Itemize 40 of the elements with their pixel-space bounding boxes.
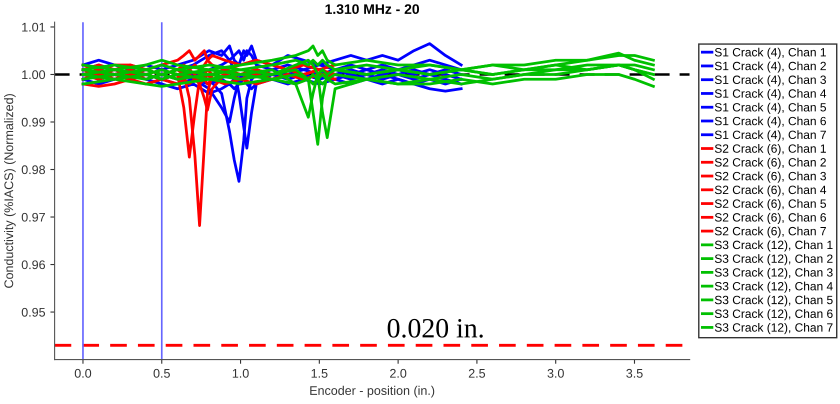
x-tick-label: 2.5 xyxy=(468,368,486,378)
legend-label: S3 Crack (12), Chan 2 xyxy=(714,254,833,266)
legend-label: S3 Crack (12), Chan 1 xyxy=(714,240,833,252)
legend-label: S3 Crack (12), Chan 5 xyxy=(714,295,833,307)
legend-label: S3 Crack (12), Chan 6 xyxy=(714,309,833,320)
y-tick-label: 0.96 xyxy=(22,260,46,270)
chart-title: 1.310 MHz - 20 xyxy=(326,4,420,14)
y-tick-label: 0.99 xyxy=(22,118,45,127)
legend-label: S3 Crack (12), Chan 7 xyxy=(714,322,833,334)
legend-label: S2 Crack (6), Chan 1 xyxy=(714,144,826,156)
x-tick-label: 3.0 xyxy=(547,368,564,378)
legend-label: S1 Crack (4), Chan 5 xyxy=(714,102,826,114)
legend-label: S2 Crack (6), Chan 5 xyxy=(714,199,826,210)
legend-label: S2 Crack (6), Chan 2 xyxy=(714,158,826,169)
y-tick-label: 0.97 xyxy=(22,212,45,222)
y-axis-title: Conductivity (%IACS) (Normalized) xyxy=(4,94,16,288)
x-tick-label: 3.5 xyxy=(626,368,643,378)
legend-label: S1 Crack (4), Chan 2 xyxy=(714,61,826,73)
legend-label: S3 Crack (12), Chan 4 xyxy=(714,282,833,293)
legend-label: S2 Crack (6), Chan 7 xyxy=(714,226,826,238)
ref-line-label: 0.020 in. xyxy=(388,318,483,338)
x-tick-label: 0.0 xyxy=(74,368,92,378)
legend-label: S3 Crack (12), Chan 3 xyxy=(714,268,833,280)
legend-label: S1 Crack (4), Chan 6 xyxy=(714,116,826,128)
x-tick-label: 1.0 xyxy=(232,368,249,378)
y-tick-label: 0.95 xyxy=(22,308,46,317)
legend-label: S1 Crack (4), Chan 4 xyxy=(714,88,826,100)
y-tick-label: 1.00 xyxy=(22,70,46,80)
x-axis-title: Encoder - position (in.) xyxy=(310,386,434,398)
legend-label: S1 Crack (4), Chan 3 xyxy=(714,75,826,86)
legend-label: S2 Crack (6), Chan 4 xyxy=(714,185,826,196)
x-tick-label: 0.5 xyxy=(154,368,170,378)
y-tick-label: 1.01 xyxy=(22,22,45,32)
legend-label: S2 Crack (6), Chan 3 xyxy=(714,172,826,183)
x-tick-label: 1.5 xyxy=(312,369,328,378)
legend-label: S1 Crack (4), Chan 7 xyxy=(714,130,826,142)
y-tick-label: 0.98 xyxy=(22,165,46,174)
legend-label: S2 Crack (6), Chan 6 xyxy=(714,212,826,224)
x-tick-label: 2.0 xyxy=(390,368,406,378)
legend-label: S1 Crack (4), Chan 1 xyxy=(714,48,826,59)
